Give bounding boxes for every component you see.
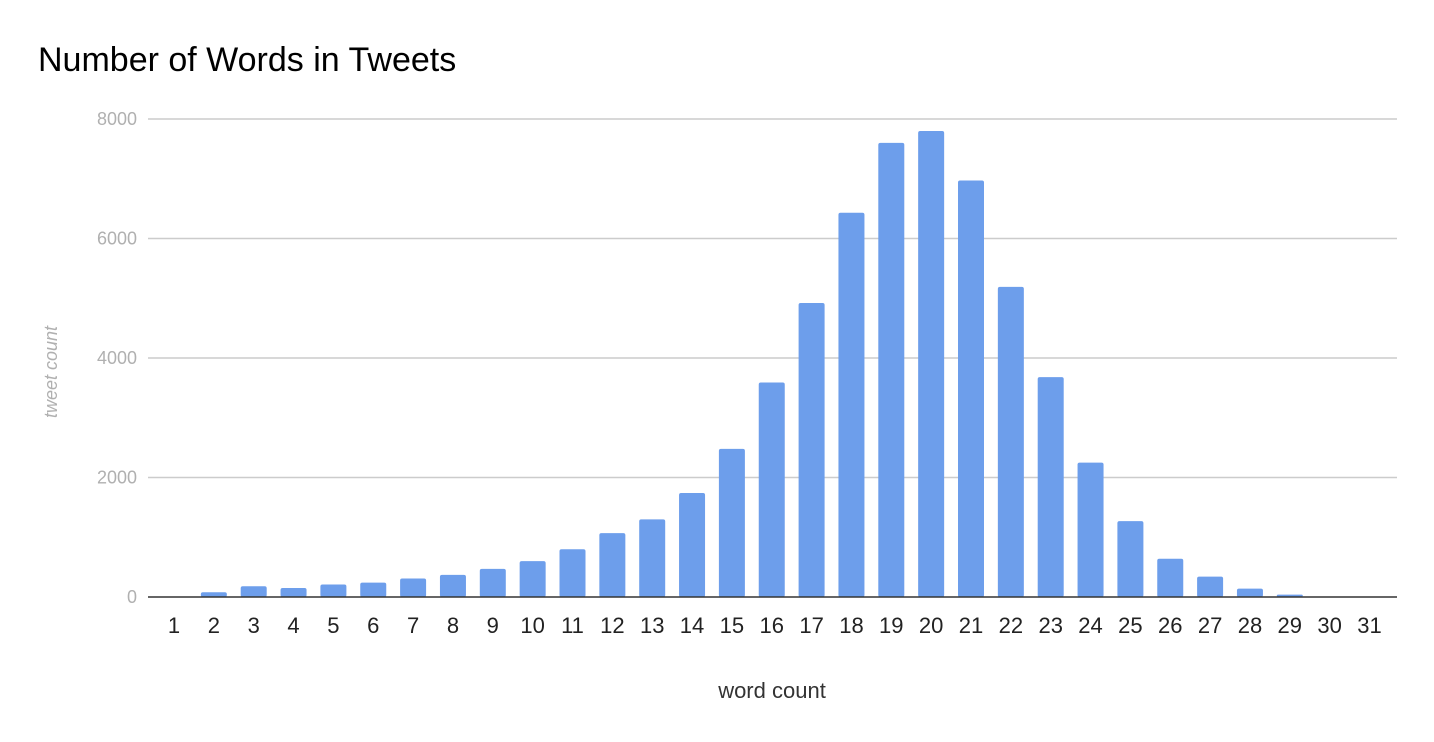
bar-17	[798, 303, 825, 597]
bar-19	[878, 142, 905, 597]
bar-15	[718, 448, 745, 597]
x-tick-label: 2	[208, 613, 220, 638]
x-tick-label: 10	[520, 613, 544, 638]
bar-27	[1197, 576, 1224, 597]
x-tick-label: 8	[447, 613, 459, 638]
bar-23	[1037, 377, 1064, 597]
x-tick-label: 12	[600, 613, 624, 638]
x-axis-ticks: 1 2 3 4 5 6 7 8 9 10 11 12 13 14 15 16 17 18 19 20 21 22 23 24 2…	[168, 613, 1382, 638]
x-tick-label: 16	[760, 613, 784, 638]
x-tick-label: 22	[999, 613, 1023, 638]
bar-4	[280, 588, 307, 597]
x-tick-label: 28	[1238, 613, 1262, 638]
bar-20	[918, 130, 945, 597]
x-tick-label: 21	[959, 613, 983, 638]
x-tick-label: 1	[168, 613, 180, 638]
bar-21	[958, 180, 984, 598]
y-axis-label: tweet count	[41, 325, 61, 418]
bar-9	[479, 568, 506, 597]
y-tick-label: 4000	[97, 348, 137, 368]
bar-25	[1117, 521, 1144, 597]
bar-24	[1077, 462, 1104, 597]
chart-title: Number of Words in Tweets	[38, 41, 456, 79]
bar-16	[758, 382, 785, 597]
x-tick-label: 27	[1198, 613, 1222, 638]
y-tick-label: 6000	[97, 229, 137, 249]
y-tick-label: 0	[127, 587, 137, 607]
y-tick-label: 2000	[97, 468, 137, 488]
x-tick-label: 15	[720, 613, 744, 638]
bar-11	[559, 549, 586, 597]
x-tick-label: 20	[919, 613, 943, 638]
bar-6	[360, 582, 387, 597]
x-tick-label: 6	[367, 613, 379, 638]
bar-8	[439, 574, 466, 597]
x-tick-label: 13	[640, 613, 664, 638]
x-tick-label: 17	[799, 613, 823, 638]
x-tick-label: 5	[327, 613, 339, 638]
x-tick-label: 30	[1317, 613, 1341, 638]
bar-7	[400, 578, 427, 597]
x-tick-label: 3	[248, 613, 260, 638]
bar-12	[599, 533, 626, 597]
bar-14	[679, 493, 706, 597]
x-tick-label: 14	[680, 613, 704, 638]
x-tick-label: 31	[1357, 613, 1381, 638]
x-tick-label: 29	[1278, 613, 1302, 638]
bar-28	[1236, 588, 1263, 597]
bar-26	[1157, 558, 1184, 597]
x-tick-label: 7	[407, 613, 419, 638]
x-tick-label: 9	[487, 613, 499, 638]
x-tick-label: 11	[561, 613, 584, 638]
bar-2	[200, 592, 227, 597]
x-tick-label: 26	[1158, 613, 1182, 638]
bar-5	[320, 584, 347, 597]
y-axis-ticks: 0 2000 4000 6000 8000	[97, 109, 137, 607]
bars	[200, 130, 1303, 598]
bar-22	[997, 286, 1024, 597]
x-tick-label: 18	[839, 613, 863, 638]
bar-10	[519, 561, 546, 597]
y-tick-label: 8000	[97, 109, 137, 129]
x-tick-label: 23	[1038, 613, 1062, 638]
bar-3	[240, 586, 267, 597]
bar-18	[838, 212, 865, 597]
x-axis-label: word count	[717, 678, 826, 703]
bar-13	[639, 519, 666, 597]
x-tick-label: 4	[287, 613, 299, 638]
x-tick-label: 24	[1078, 613, 1102, 638]
x-tick-label: 19	[879, 613, 903, 638]
x-tick-label: 25	[1118, 613, 1142, 638]
